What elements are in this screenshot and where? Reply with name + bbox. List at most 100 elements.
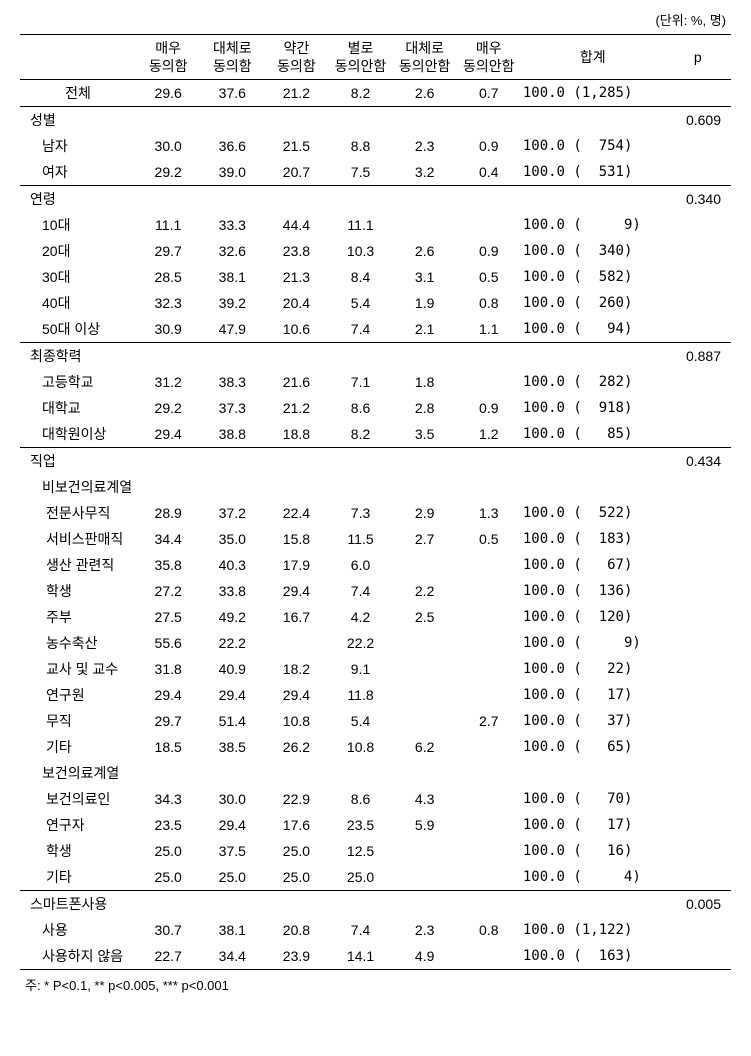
table-row: 교사 및 교수31.840.918.29.1100.0 ( 22) bbox=[20, 656, 731, 682]
section-label: 스마트폰사용 bbox=[20, 891, 136, 918]
cell-p bbox=[665, 133, 731, 159]
row-label: 대학원이상 bbox=[20, 421, 136, 448]
cell-value bbox=[457, 682, 521, 708]
section-header-row: 최종학력0.887 bbox=[20, 343, 731, 370]
cell-sum: 100.0 ( 522) bbox=[521, 500, 665, 526]
cell-empty bbox=[328, 343, 392, 370]
table-row: 사용하지 않음22.734.423.914.14.9100.0 ( 163) bbox=[20, 943, 731, 970]
cell-value: 23.9 bbox=[264, 943, 328, 970]
cell-sum: 100.0 ( 918) bbox=[521, 395, 665, 421]
cell-value: 29.4 bbox=[200, 682, 264, 708]
cell-value: 44.4 bbox=[264, 212, 328, 238]
cell-value: 31.8 bbox=[136, 656, 200, 682]
cell-value: 14.1 bbox=[328, 943, 392, 970]
section-label: 직업 bbox=[20, 448, 136, 475]
cell-value: 34.4 bbox=[200, 943, 264, 970]
table-row: 50대 이상30.947.910.67.42.11.1100.0 ( 94) bbox=[20, 316, 731, 343]
cell-value: 11.1 bbox=[328, 212, 392, 238]
cell-p: 0.434 bbox=[665, 448, 731, 475]
cell-value: 28.9 bbox=[136, 500, 200, 526]
cell-p: 0.005 bbox=[665, 891, 731, 918]
cell-p bbox=[665, 369, 731, 395]
cell-value: 2.7 bbox=[457, 708, 521, 734]
cell-value: 2.5 bbox=[393, 604, 457, 630]
table-row: 농수축산55.622.222.2100.0 ( 9) bbox=[20, 630, 731, 656]
cell-value: 15.8 bbox=[264, 526, 328, 552]
row-label: 전체 bbox=[20, 80, 136, 107]
row-label: 50대 이상 bbox=[20, 316, 136, 343]
cell-p bbox=[665, 917, 731, 943]
cell-sum: 100.0 ( 4) bbox=[521, 864, 665, 891]
cell-value bbox=[393, 682, 457, 708]
header-blank bbox=[20, 35, 136, 80]
cell-value: 39.0 bbox=[200, 159, 264, 186]
cell-value: 4.2 bbox=[328, 604, 392, 630]
cell-sum: 100.0 ( 531) bbox=[521, 159, 665, 186]
row-label: 대학교 bbox=[20, 395, 136, 421]
cell-sum: 100.0 ( 65) bbox=[521, 734, 665, 760]
cell-value: 8.2 bbox=[328, 421, 392, 448]
cell-value: 21.6 bbox=[264, 369, 328, 395]
cell-p: 0.340 bbox=[665, 186, 731, 213]
cell-value: 25.0 bbox=[136, 864, 200, 891]
cell-value bbox=[457, 943, 521, 970]
cell-value: 37.2 bbox=[200, 500, 264, 526]
subgroup-label: 비보건의료계열 bbox=[20, 474, 731, 500]
cell-value: 32.6 bbox=[200, 238, 264, 264]
cell-value: 10.8 bbox=[264, 708, 328, 734]
cell-value: 33.3 bbox=[200, 212, 264, 238]
cell-value: 25.0 bbox=[264, 864, 328, 891]
cell-value: 38.1 bbox=[200, 917, 264, 943]
cell-value: 10.8 bbox=[328, 734, 392, 760]
cell-value: 18.2 bbox=[264, 656, 328, 682]
cell-value bbox=[457, 656, 521, 682]
cell-value: 8.4 bbox=[328, 264, 392, 290]
cell-value: 27.5 bbox=[136, 604, 200, 630]
cell-empty bbox=[457, 343, 521, 370]
cell-empty bbox=[264, 186, 328, 213]
cell-value: 1.8 bbox=[393, 369, 457, 395]
cell-empty bbox=[521, 107, 665, 134]
cell-value bbox=[393, 864, 457, 891]
cell-value: 38.8 bbox=[200, 421, 264, 448]
cell-value bbox=[393, 552, 457, 578]
cell-value: 23.5 bbox=[136, 812, 200, 838]
cell-value: 9.1 bbox=[328, 656, 392, 682]
row-label: 10대 bbox=[20, 212, 136, 238]
cell-value: 22.9 bbox=[264, 786, 328, 812]
cell-p bbox=[665, 290, 731, 316]
cell-value: 25.0 bbox=[264, 838, 328, 864]
cell-sum: 100.0 ( 37) bbox=[521, 708, 665, 734]
row-label: 학생 bbox=[20, 578, 136, 604]
data-table: 매우동의함 대체로동의함 약간동의함 별로동의안함 대체로동의안함 매우동의안함… bbox=[20, 34, 731, 970]
header-col5: 대체로동의안함 bbox=[393, 35, 457, 80]
cell-sum: 100.0 ( 282) bbox=[521, 369, 665, 395]
cell-value: 10.6 bbox=[264, 316, 328, 343]
cell-value: 51.4 bbox=[200, 708, 264, 734]
cell-empty bbox=[264, 343, 328, 370]
cell-sum: 100.0 ( 9) bbox=[521, 630, 665, 656]
cell-empty bbox=[200, 343, 264, 370]
cell-empty bbox=[264, 107, 328, 134]
cell-value bbox=[393, 630, 457, 656]
cell-empty bbox=[457, 891, 521, 918]
cell-sum: 100.0 ( 163) bbox=[521, 943, 665, 970]
cell-value: 8.2 bbox=[328, 80, 392, 107]
cell-empty bbox=[457, 186, 521, 213]
cell-value: 23.5 bbox=[328, 812, 392, 838]
table-row: 10대11.133.344.411.1100.0 ( 9) bbox=[20, 212, 731, 238]
cell-value: 1.1 bbox=[457, 316, 521, 343]
cell-value: 2.6 bbox=[393, 238, 457, 264]
row-label: 연구자 bbox=[20, 812, 136, 838]
cell-value: 29.6 bbox=[136, 80, 200, 107]
cell-empty bbox=[136, 107, 200, 134]
cell-p bbox=[665, 159, 731, 186]
cell-value: 7.5 bbox=[328, 159, 392, 186]
cell-value: 0.8 bbox=[457, 290, 521, 316]
cell-value: 38.5 bbox=[200, 734, 264, 760]
cell-value: 36.6 bbox=[200, 133, 264, 159]
cell-empty bbox=[393, 107, 457, 134]
cell-p bbox=[665, 630, 731, 656]
cell-value: 30.0 bbox=[200, 786, 264, 812]
cell-value: 31.2 bbox=[136, 369, 200, 395]
